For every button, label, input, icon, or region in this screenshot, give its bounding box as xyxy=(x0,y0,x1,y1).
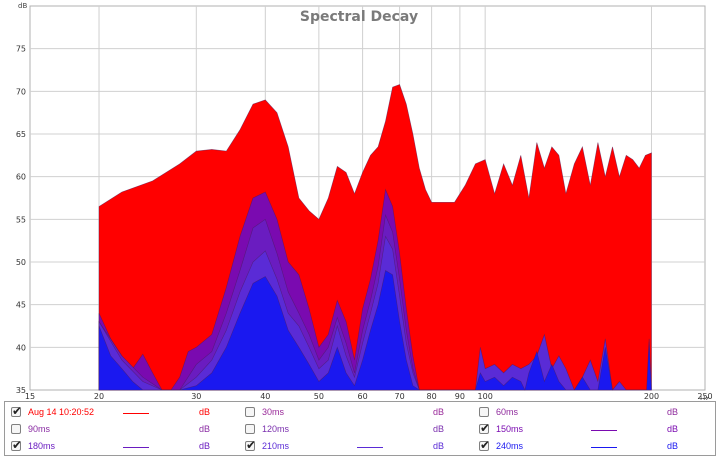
legend-line-swatch xyxy=(591,430,617,431)
legend-checkbox[interactable] xyxy=(245,424,255,434)
x-tick-label: 60 xyxy=(358,392,368,400)
legend-item: 60ms dB xyxy=(479,404,709,422)
legend-unit: dB xyxy=(199,424,211,434)
legend-unit: dB xyxy=(667,441,679,451)
legend-label: 240ms xyxy=(496,441,524,451)
y-tick-label: 55 xyxy=(16,215,26,224)
decay-areas xyxy=(98,84,652,391)
legend-label: 90ms xyxy=(28,424,51,434)
x-tick-label: 15 xyxy=(25,392,35,400)
legend-item: 30ms dB xyxy=(245,404,475,422)
legend-unit: dB xyxy=(667,424,679,434)
legend-unit: dB xyxy=(433,441,445,451)
y-tick-label: 45 xyxy=(16,301,26,310)
legend-label: 60ms xyxy=(496,407,519,417)
x-axis-label: Hz xyxy=(700,395,709,400)
legend-item: 150ms dB xyxy=(479,421,709,439)
x-tick-label: 90 xyxy=(455,392,465,400)
legend-label: 210ms xyxy=(262,441,290,451)
legend-item: 120ms dB xyxy=(245,421,475,439)
legend-panel: Aug 14 10:20:52dB30msdB60msdB90msdB120ms… xyxy=(4,401,716,456)
y-tick-label: 40 xyxy=(16,343,26,352)
y-axis-ticks: 35 40 45 50 55 60 65 70 75 xyxy=(16,45,26,395)
legend-checkbox[interactable] xyxy=(11,424,21,434)
decay-area xyxy=(98,270,652,391)
legend-checkbox[interactable] xyxy=(245,407,255,417)
legend-checkbox[interactable] xyxy=(11,404,22,418)
legend-label: Aug 14 10:20:52 xyxy=(28,407,95,417)
x-tick-label: 100 xyxy=(478,392,493,400)
x-tick-label: 200 xyxy=(644,392,659,400)
legend-line-swatch xyxy=(123,447,149,448)
legend-label: 120ms xyxy=(262,424,290,434)
legend-unit: dB xyxy=(199,441,211,451)
legend-label: 30ms xyxy=(262,407,285,417)
legend-checkbox[interactable] xyxy=(479,421,490,435)
legend-line-swatch xyxy=(591,447,617,448)
legend-line-swatch xyxy=(123,413,149,414)
x-tick-label: 70 xyxy=(394,392,404,400)
legend-checkbox[interactable] xyxy=(11,438,22,452)
legend-checkbox[interactable] xyxy=(245,438,256,452)
x-tick-label: 80 xyxy=(427,392,437,400)
legend-item: 240ms dB xyxy=(479,438,709,456)
y-tick-label: 60 xyxy=(16,173,26,182)
legend-unit: dB xyxy=(433,424,445,434)
y-tick-label: 65 xyxy=(16,130,26,139)
chart-title: Spectral Decay xyxy=(300,9,418,25)
x-tick-label: 20 xyxy=(94,392,104,400)
y-tick-label: 35 xyxy=(16,386,26,395)
legend-label: 180ms xyxy=(28,441,56,451)
legend-item: 180ms dB xyxy=(11,438,241,456)
legend-item: 210ms dB xyxy=(245,438,475,456)
legend-unit: dB xyxy=(433,407,445,417)
x-tick-label: 250 xyxy=(697,392,712,400)
legend-unit: dB xyxy=(667,407,679,417)
x-tick-label: 50 xyxy=(314,392,324,400)
legend-item: Aug 14 10:20:52 dB xyxy=(11,404,241,422)
legend-checkbox[interactable] xyxy=(479,438,490,452)
y-tick-label: 70 xyxy=(16,87,26,96)
legend-item: 90ms dB xyxy=(11,421,241,439)
legend-line-swatch xyxy=(357,447,383,448)
x-axis-ticks: 15 20 30 40 50 60 70 80 90 100 200 250 xyxy=(25,392,713,400)
x-tick-label: 40 xyxy=(260,392,270,400)
y-axis-label: dB xyxy=(18,2,27,10)
y-tick-label: 50 xyxy=(16,258,26,267)
x-tick-label: 30 xyxy=(191,392,201,400)
y-tick-label: 75 xyxy=(16,45,26,54)
legend-label: 150ms xyxy=(496,424,524,434)
legend-unit: dB xyxy=(199,407,211,417)
legend-checkbox[interactable] xyxy=(479,407,489,417)
spectral-decay-chart: 35 40 45 50 55 60 65 70 75 15 20 30 40 50 60 70 80 90 100… xyxy=(16,2,713,400)
